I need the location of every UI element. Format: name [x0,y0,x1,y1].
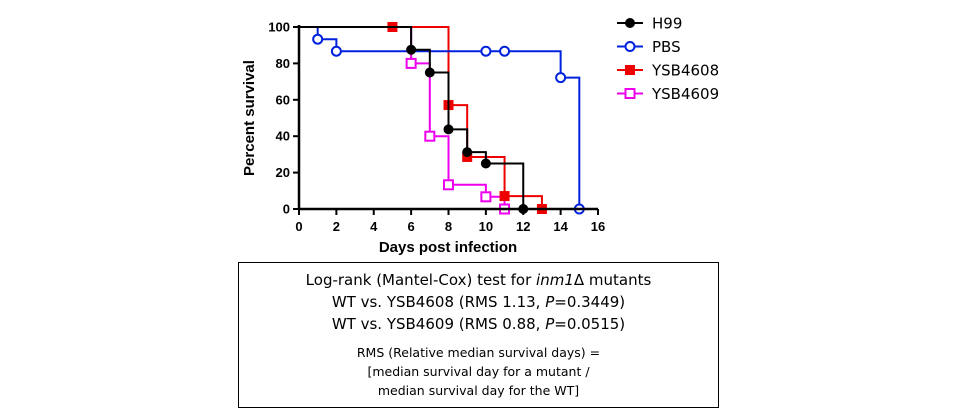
legend-marker-ysb4608 [625,65,635,75]
x-tick-label: 10 [479,219,493,234]
y-tick-label: 100 [268,20,290,35]
x-tick-label: 8 [445,219,452,234]
legend: H99 PBS YSB4608 YSB4609 [617,15,719,103]
data-point-ysb4609 [424,130,436,142]
data-point-h99 [443,124,454,135]
data-point-pbs [330,45,342,57]
rms-line-1: RMS (Relative median survival days) = [356,345,601,360]
rms-line-3: median survival day for the WT] [377,383,580,398]
survival-curve-pbs [299,26,581,209]
data-point-h99 [406,44,417,55]
data-point-pbs [499,45,511,57]
legend-label-pbs: PBS [652,38,681,56]
x-tick-label: 2 [333,219,340,234]
axes-layer: 0 2 4 6 8 10 12 14 16 0 20 40 60 80 100 [268,20,605,235]
x-tick-label: 16 [591,219,605,234]
legend-item-ysb4609: YSB4609 [617,85,719,103]
x-tick-label: 12 [516,219,530,234]
data-point-pbs [480,45,492,57]
rms-definition: RMS (Relative median survival days) = [m… [239,343,718,400]
data-point-h99 [424,67,435,78]
y-tick-label: 80 [276,56,290,71]
legend-marker-h99 [625,18,635,28]
legend-label-ysb4609: YSB4609 [651,85,719,103]
rms-line-2: [median survival day for a mutant / [367,364,590,379]
data-point-ysb4609 [480,191,492,203]
x-tick-label: 14 [553,219,568,234]
y-tick-label: 60 [276,92,290,107]
legend-item-h99: H99 [617,15,682,33]
legend-label-ysb4608: YSB4608 [651,62,719,80]
data-point-h99 [480,158,491,169]
y-tick-label: 40 [276,129,290,144]
x-tick-label: 6 [408,219,415,234]
stats-comparison-ysb4609: WT vs. YSB4609 (RMS 0.88, P=0.0515) [331,315,626,333]
data-point-pbs [312,33,324,45]
data-point-ysb4609 [443,179,454,191]
legend-label-h99: H99 [652,15,682,33]
series-pbs [299,26,585,215]
x-tick-label: 0 [295,219,302,234]
statistics-box: Log-rank (Mantel-Cox) test for inm1Δ mut… [238,262,719,408]
legend-marker-ysb4609 [624,88,636,99]
x-axis-label: Days post infection [379,239,517,256]
data-point-pbs [555,72,567,84]
stats-title: Log-rank (Mantel-Cox) test for inm1Δ mut… [305,271,652,289]
y-axis-label: Percent survival [241,60,258,176]
stats-comparison-ysb4608: WT vs. YSB4608 (RMS 1.13, P=0.3449) [331,293,626,311]
y-tick-label: 0 [283,202,290,217]
survival-chart: 0 2 4 6 8 10 12 14 16 0 20 40 60 80 100 Days post infe… [241,15,719,257]
legend-item-ysb4608: YSB4608 [617,62,719,80]
survival-curve-ysb4609 [299,26,506,209]
y-tick-label: 20 [276,165,290,180]
x-tick-label: 4 [370,219,378,234]
legend-item-pbs: PBS [617,38,681,56]
legend-marker-pbs [624,41,636,52]
data-point-ysb4609 [405,57,417,69]
series-ysb4609 [299,26,511,215]
data-point-h99 [462,147,473,158]
data-point-ysb4608 [499,191,510,202]
plot-layer [299,22,585,215]
